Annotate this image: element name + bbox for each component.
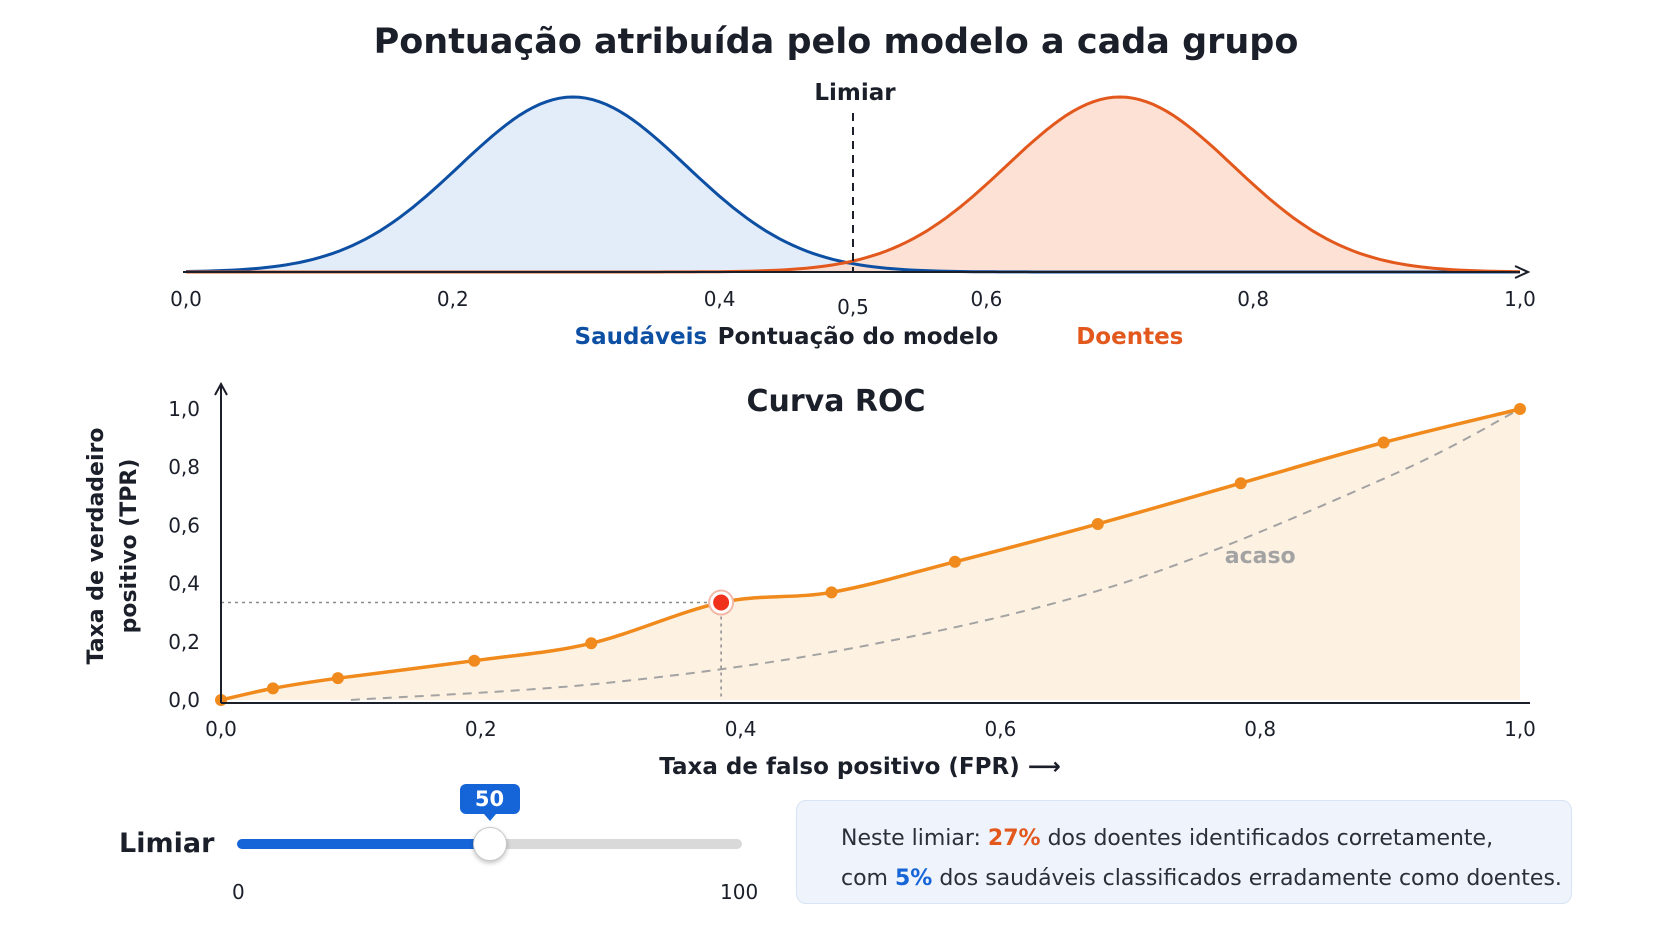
roc-area-fill	[221, 409, 1520, 700]
roc-y-label-line1: Taxa de verdadeiro	[84, 428, 109, 665]
roc-x-tick: 0,4	[725, 717, 757, 741]
legend-doentes: Doentes	[1076, 324, 1183, 350]
slider-thumb[interactable]	[472, 827, 507, 861]
roc-chart: Curva ROC acaso 0,0 0,2 0,4 0,6 0,8 1,0 0,0 0,…	[84, 381, 1536, 780]
roc-point	[825, 586, 838, 599]
distribution-x-tick: 1,0	[1504, 287, 1536, 311]
distribution-area-doentes	[186, 97, 1520, 272]
threshold-slider[interactable]: Limiar 50 0 100	[0, 770, 780, 904]
distribution-x-axis-arrow	[1514, 265, 1531, 279]
summary-line-1: Neste limiar: 27% dos doentes identifica…	[841, 819, 1571, 859]
roc-y-tick: 0,0	[168, 688, 200, 712]
roc-y-tick: 0,2	[168, 630, 200, 654]
summary-tpr-text: dos doentes identificados corretamente,	[1040, 826, 1494, 851]
legend-saudaveis: Saudáveis	[575, 324, 708, 350]
roc-x-label: Taxa de falso positivo (FPR) ⟶	[659, 754, 1060, 780]
roc-point	[1377, 436, 1390, 449]
summary-line-2: com 5% dos saudáveis classificados errad…	[841, 859, 1571, 899]
distribution-x-label: Pontuação do modelo	[718, 324, 999, 350]
roc-x-tick: 1,0	[1504, 717, 1536, 741]
threshold-tick-label: 0,5	[837, 295, 869, 319]
roc-y-tick: 0,8	[168, 455, 200, 479]
slider-value-bubble: 50	[459, 784, 520, 821]
roc-y-tick: 0,4	[168, 572, 200, 596]
distribution-title: Pontuação atribuída pelo modelo a cada g…	[374, 22, 1299, 62]
threshold-label: Limiar	[814, 80, 896, 106]
slider-track-fill	[237, 839, 490, 849]
slider-label: Limiar	[119, 828, 215, 859]
summary-fpr-text: dos saudáveis classificados erradamente …	[932, 866, 1562, 891]
roc-point	[468, 654, 481, 667]
distribution-x-tick: 0,6	[970, 287, 1002, 311]
roc-y-tick: 1,0	[168, 397, 200, 421]
chance-curve	[350, 408, 1521, 701]
roc-point	[1234, 477, 1247, 490]
slider-min-label: 0	[232, 880, 245, 904]
distribution-x-tick: 0,2	[437, 287, 469, 311]
summary-line2-prefix: com	[841, 866, 895, 891]
roc-y-tick: 0,6	[168, 513, 200, 537]
fpr-percentage: 5%	[894, 866, 933, 891]
roc-y-axis-arrow	[214, 381, 228, 396]
roc-y-label: Taxa de verdadeiro positivo (TPR)	[84, 428, 142, 665]
roc-point	[331, 672, 344, 685]
roc-y-label-line2: positivo (TPR)	[117, 459, 142, 634]
slider-max-label: 100	[720, 880, 759, 904]
score-distribution-chart: Pontuação atribuída pelo modelo a cada g…	[170, 22, 1536, 350]
summary-prefix: Neste limiar:	[841, 826, 988, 851]
roc-x-tick: 0,8	[1244, 717, 1276, 741]
distribution-x-tick: 0,8	[1237, 287, 1269, 311]
distribution-x-tick: 0,4	[704, 287, 736, 311]
roc-x-tick: 0,6	[984, 717, 1016, 741]
roc-x-tick: 0,2	[465, 717, 497, 741]
result-summary-box: Neste limiar: 27% dos doentes identifica…	[796, 800, 1572, 904]
roc-point	[585, 637, 598, 650]
distribution-area-saudaveis	[186, 97, 1520, 272]
roc-highlight-point	[713, 594, 730, 611]
roc-point	[1514, 403, 1526, 415]
roc-point	[266, 682, 279, 695]
chance-label: acaso	[1225, 544, 1296, 569]
tpr-percentage: 27%	[987, 826, 1041, 851]
roc-point	[1091, 517, 1104, 530]
roc-x-tick: 0,0	[205, 717, 237, 741]
distribution-x-tick: 0,0	[170, 287, 202, 311]
roc-point	[948, 555, 961, 568]
roc-title: Curva ROC	[746, 384, 925, 419]
